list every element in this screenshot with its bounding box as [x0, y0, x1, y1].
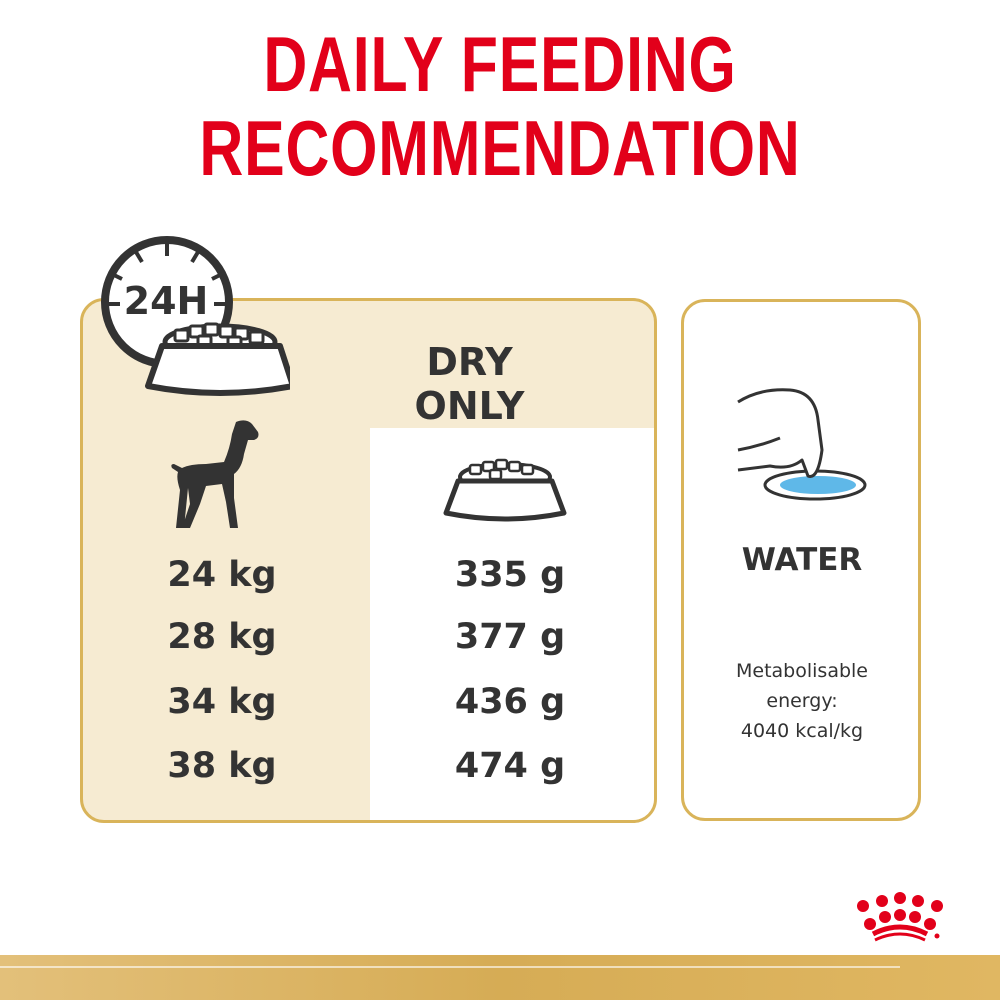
- weight-3: 34 kg: [167, 682, 277, 722]
- weight-2: 28 kg: [167, 617, 277, 657]
- royal-canin-crown-logo: [857, 892, 943, 942]
- clock-label: 24H: [124, 279, 209, 323]
- water-panel: [681, 299, 921, 821]
- dog-drinking-icon: [737, 388, 867, 501]
- clock-24h-icon: 24H: [101, 236, 290, 396]
- weight-1: 24 kg: [167, 555, 277, 595]
- amount-1: 335 g: [454, 555, 566, 595]
- energy-line-2: energy:: [766, 690, 838, 712]
- food-bowl-icon: [145, 322, 290, 396]
- amount-3: 436 g: [454, 682, 566, 722]
- dog-icon: [171, 420, 259, 528]
- dry-only-header: DRY ONLY: [414, 340, 525, 428]
- amount-2: 377 g: [454, 617, 566, 657]
- metabolisable-energy: Metabolisable energy: 4040 kcal/kg: [682, 656, 922, 746]
- title-line-2: RECOMMENDATION: [199, 104, 801, 192]
- title-line-1: DAILY FEEDING: [263, 20, 737, 108]
- water-label: WATER: [741, 542, 863, 578]
- energy-value: 4040 kcal/kg: [740, 720, 864, 742]
- gold-footer-bar: [0, 955, 1000, 1000]
- weight-4: 38 kg: [167, 746, 277, 786]
- food-bowl-icon: [443, 458, 567, 522]
- amount-4: 474 g: [454, 746, 566, 786]
- energy-line-1: Metabolisable: [736, 660, 868, 682]
